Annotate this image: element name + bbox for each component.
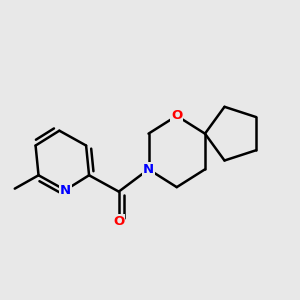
Text: N: N xyxy=(60,184,71,196)
Text: O: O xyxy=(171,109,182,122)
Text: O: O xyxy=(113,215,124,228)
Text: N: N xyxy=(143,163,154,176)
